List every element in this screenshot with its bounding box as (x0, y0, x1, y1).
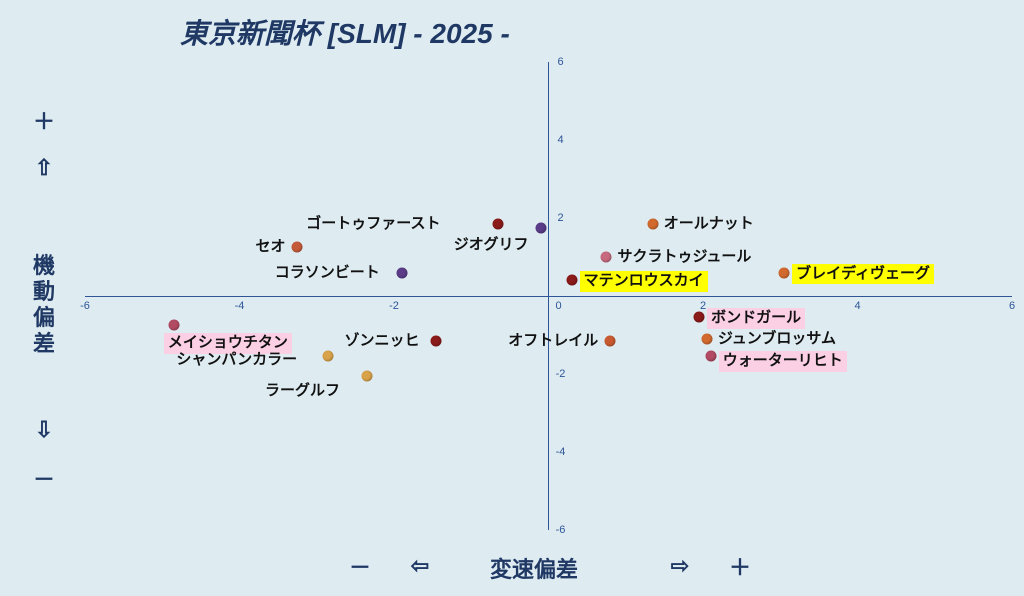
data-point-label: ゴートゥファースト (303, 215, 443, 234)
data-point-label: ボンドガール (707, 308, 805, 329)
data-point (361, 370, 372, 381)
data-point (323, 351, 334, 362)
x-right-arrow-icon: ⇨ (671, 553, 689, 579)
data-point (694, 312, 705, 323)
y-tick: 2 (557, 212, 563, 224)
x-tick: -6 (80, 300, 90, 312)
y-minus-icon: － (33, 462, 55, 494)
data-point (566, 275, 577, 286)
data-point (779, 267, 790, 278)
data-point-label: マテンロウスカイ (580, 271, 708, 292)
x-left-arrow-icon: ⇦ (411, 553, 429, 579)
y-plus-icon: ＋ (33, 104, 55, 136)
data-point (705, 351, 716, 362)
data-point (493, 218, 504, 229)
data-point (535, 222, 546, 233)
y-tick: 4 (557, 134, 563, 146)
data-point-label: オールナット (661, 215, 757, 234)
data-point (601, 252, 612, 263)
y-tick: 6 (557, 56, 563, 68)
chart-title: 東京新聞杯 [SLM] - 2025 - (180, 12, 510, 52)
x-tick: -2 (389, 300, 399, 312)
y-down-arrow-icon: ⇩ (35, 417, 53, 443)
tick-origin: 0 (555, 300, 561, 312)
x-tick: 2 (700, 300, 706, 312)
scatter-chart: 東京新聞杯 [SLM] - 2025 - -6 -6 -4 -4 -2 -2 0 2 2 4 4 6 6 ゴ… (0, 0, 1024, 596)
data-point-label: ラーグルフ (262, 382, 343, 401)
data-point-label: コラソンビート (272, 264, 383, 283)
data-point (701, 333, 712, 344)
data-point-label: ジオグリフ (451, 236, 532, 255)
data-point (605, 335, 616, 346)
data-point-label: サクラトゥジュール (614, 248, 754, 267)
data-point (168, 320, 179, 331)
data-point-label: ウォーターリヒト (719, 351, 847, 372)
data-point (396, 267, 407, 278)
data-point-label: ジュンブロッサム (715, 330, 839, 349)
data-point-label: ブレイディヴェーグ (792, 264, 934, 285)
x-axis-label: 変速偏差 (490, 552, 578, 584)
data-point-label: ゾンニッヒ (341, 332, 422, 351)
x-minus-icon: － (349, 550, 371, 582)
x-tick: 6 (1009, 300, 1015, 312)
y-up-arrow-icon: ⇧ (35, 155, 53, 181)
x-tick: 4 (854, 300, 860, 312)
data-point-label: シャンパンカラー (173, 351, 300, 370)
data-point (431, 335, 442, 346)
data-point-label: オフトレイル (505, 332, 601, 351)
data-point-label: セオ (252, 238, 288, 257)
data-point (647, 218, 658, 229)
y-tick: -6 (556, 524, 566, 536)
data-point (292, 242, 303, 253)
y-axis-label-char: 差 (33, 326, 55, 358)
y-axis (548, 62, 549, 530)
y-tick: -4 (556, 446, 566, 458)
x-tick: -4 (235, 300, 245, 312)
x-plus-icon: ＋ (729, 550, 751, 582)
y-tick: -2 (556, 368, 566, 380)
